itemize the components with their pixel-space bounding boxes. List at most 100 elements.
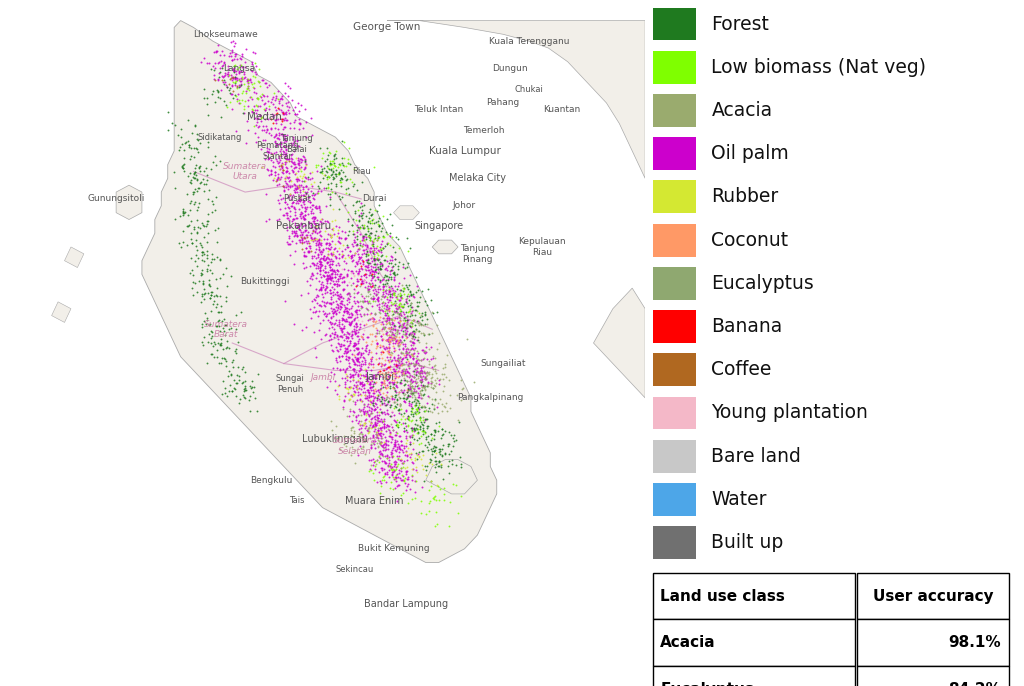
Point — [367, 296, 383, 307]
Point — [370, 413, 386, 424]
FancyBboxPatch shape — [652, 526, 696, 559]
Point — [194, 239, 210, 250]
Point — [293, 209, 309, 220]
Point — [373, 395, 389, 406]
Point — [326, 369, 342, 380]
Point — [347, 339, 364, 350]
Point — [381, 334, 397, 345]
Point — [376, 303, 392, 314]
Point — [312, 272, 329, 283]
Point — [399, 367, 416, 378]
Point — [406, 331, 422, 342]
Point — [223, 55, 240, 66]
Point — [336, 431, 352, 442]
Text: Eucalyptus: Eucalyptus — [660, 682, 754, 686]
Point — [286, 123, 302, 134]
Point — [369, 252, 385, 263]
Point — [375, 296, 391, 307]
Point — [390, 233, 407, 244]
Point — [391, 468, 408, 479]
Point — [302, 280, 318, 291]
Point — [383, 324, 399, 335]
Point — [343, 382, 359, 393]
Point — [295, 220, 311, 231]
Point — [327, 215, 343, 226]
Point — [342, 345, 358, 356]
Text: Kuala Lumpur: Kuala Lumpur — [429, 146, 501, 156]
Point — [338, 272, 354, 283]
Point — [287, 182, 303, 193]
Point — [343, 318, 359, 329]
Point — [404, 314, 421, 325]
Point — [420, 445, 436, 456]
Point — [395, 471, 412, 482]
Point — [397, 347, 414, 358]
Point — [316, 255, 333, 265]
Point — [397, 421, 414, 431]
Point — [198, 178, 214, 189]
Point — [407, 359, 423, 370]
Point — [413, 320, 429, 331]
Point — [409, 377, 425, 388]
Point — [356, 324, 373, 335]
Point — [365, 379, 381, 390]
Point — [373, 380, 389, 391]
Point — [406, 329, 422, 340]
Point — [398, 446, 415, 457]
Point — [337, 303, 353, 314]
FancyBboxPatch shape — [652, 8, 696, 40]
Point — [400, 343, 417, 354]
Point — [419, 370, 435, 381]
Point — [413, 411, 429, 422]
Point — [424, 399, 440, 410]
Point — [283, 138, 299, 149]
Point — [368, 259, 384, 270]
Point — [318, 251, 335, 262]
Point — [396, 407, 413, 418]
Point — [374, 432, 390, 443]
Point — [354, 277, 371, 288]
Point — [302, 304, 318, 315]
Point — [364, 292, 380, 303]
Point — [179, 170, 196, 181]
Point — [393, 353, 410, 364]
Point — [344, 241, 360, 252]
Point — [335, 314, 351, 324]
Point — [295, 171, 311, 182]
Point — [377, 314, 393, 325]
Point — [359, 260, 376, 271]
Point — [364, 375, 380, 386]
Point — [375, 285, 391, 296]
Point — [380, 397, 396, 407]
Point — [276, 130, 293, 141]
Point — [310, 244, 327, 255]
Point — [342, 371, 358, 382]
Point — [323, 265, 339, 276]
Point — [397, 484, 414, 495]
Point — [296, 176, 312, 187]
Point — [292, 209, 308, 220]
Point — [291, 194, 307, 205]
Point — [323, 285, 339, 296]
Point — [394, 331, 411, 342]
Point — [280, 81, 296, 92]
Point — [350, 354, 367, 365]
Point — [325, 265, 341, 276]
Point — [339, 299, 355, 310]
Point — [362, 228, 379, 239]
Point — [269, 172, 286, 182]
Point — [412, 423, 428, 434]
Point — [349, 287, 366, 298]
Point — [207, 58, 223, 69]
Point — [362, 217, 379, 228]
Point — [365, 381, 381, 392]
Point — [387, 292, 403, 303]
Point — [374, 464, 390, 475]
Point — [383, 314, 399, 324]
Point — [324, 272, 340, 283]
Point — [329, 289, 345, 300]
Text: Puskat: Puskat — [283, 194, 310, 204]
Point — [369, 412, 385, 423]
Point — [396, 329, 413, 340]
Point — [430, 481, 446, 492]
